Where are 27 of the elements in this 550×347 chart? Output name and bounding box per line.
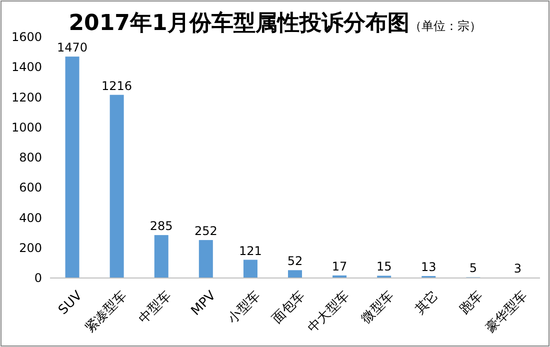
x-tick-label: 紧凑型车 — [82, 288, 130, 336]
y-tick-label: 200 — [19, 240, 42, 255]
y-tick-label: 1400 — [11, 60, 42, 74]
x-tick-label: 其它 — [412, 288, 442, 318]
y-tick-label: 1000 — [11, 120, 42, 134]
data-label: 285 — [150, 219, 173, 234]
data-label: 5 — [469, 261, 477, 276]
x-tick-label: 小型车 — [225, 288, 264, 327]
data-label: 252 — [194, 224, 218, 238]
y-tick-label: 800 — [19, 150, 42, 164]
data-label: 1470 — [57, 40, 88, 55]
y-tick-label: 400 — [19, 210, 42, 225]
y-tick-label: 600 — [19, 180, 42, 195]
data-label: 1216 — [102, 78, 132, 93]
x-tick-label: 微型车 — [358, 288, 398, 327]
data-label: 17 — [332, 259, 348, 274]
data-label: 15 — [376, 260, 392, 274]
chart-subtitle: （单位：宗） — [409, 19, 482, 33]
y-tick-label: 0 — [34, 271, 42, 285]
y-tick-label: 1200 — [11, 90, 42, 104]
data-label: 3 — [514, 262, 522, 276]
x-tick-label: 中型车 — [136, 288, 174, 327]
data-label: 52 — [287, 254, 303, 268]
data-label: 13 — [420, 260, 436, 274]
y-tick-label: 1600 — [11, 30, 42, 44]
data-label: 121 — [239, 244, 262, 258]
chart-title: 2017年1月份车型属性投诉分布图 — [68, 10, 410, 36]
